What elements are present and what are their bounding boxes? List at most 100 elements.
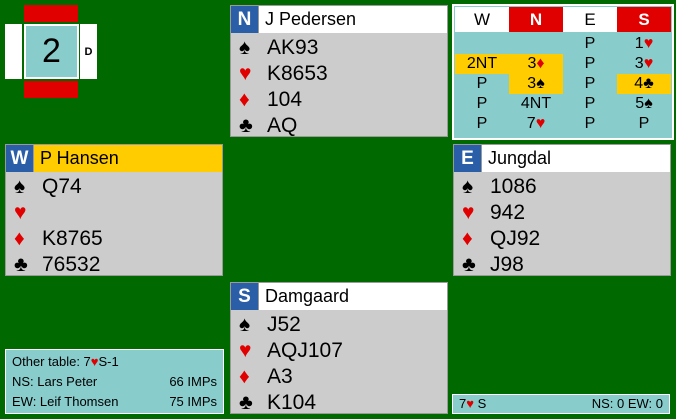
suit-icon: ♥	[535, 115, 546, 132]
score: NS: 0 EW: 0	[591, 396, 663, 411]
bid-cell: P	[476, 75, 488, 92]
heart-icon: ♥	[466, 396, 474, 411]
north-seat-label: N	[231, 6, 259, 33]
bid-cell: 7♥	[526, 115, 546, 132]
bid-cell: 2NT	[455, 54, 509, 74]
spades-icon: ♠	[239, 36, 251, 59]
south-spades-row: ♠ J52	[239, 312, 301, 338]
spades-icon: ♠	[239, 313, 251, 336]
bid-cell: 3♠	[509, 74, 563, 94]
spades-icon: ♠	[14, 175, 26, 198]
south-hearts-row: ♥ AQJ107	[239, 338, 343, 364]
bid-cell: 4NT	[520, 95, 552, 112]
auction-table: W N E S P 1♥ 2NT 3♦ P 3♥ P 3♠ P 4♣ P 4NT P 5♠ P 7♥ P P	[452, 4, 674, 140]
bid-cell: P	[584, 35, 596, 52]
auction-header-e: E	[563, 7, 617, 32]
east-spades-row: ♠ 1086	[462, 174, 537, 200]
north-spades-cards: AK93	[267, 36, 319, 59]
north-diamonds-cards: 104	[267, 88, 303, 111]
east-clubs-row: ♣ J98	[462, 252, 524, 278]
south-clubs-cards: K104	[267, 391, 317, 414]
south-header: S Damgaard	[231, 283, 447, 310]
north-hearts-row: ♥ K8653	[239, 61, 328, 87]
suit-icon: ♥	[643, 35, 654, 52]
hearts-icon: ♥	[239, 62, 252, 85]
auction-header-s: S	[617, 7, 671, 32]
clubs-icon: ♣	[239, 391, 253, 414]
spades-icon: ♠	[462, 175, 474, 198]
clubs-icon: ♣	[462, 253, 476, 276]
ew-imps: 75 IMPs	[169, 394, 217, 409]
suit-icon: ♦	[536, 55, 545, 72]
hand-west: W P Hansen ♠ Q74 ♥ ♦ K8765 ♣ 76532	[5, 144, 223, 276]
west-header: W P Hansen	[6, 145, 222, 172]
west-clubs-cards: 76532	[42, 253, 101, 276]
south-seat-label: S	[231, 283, 259, 310]
north-player-name: J Pedersen	[265, 9, 357, 29]
east-seat-label: E	[454, 145, 482, 172]
bid-cell: P	[476, 95, 488, 112]
result-bar: 7♥ S NS: 0 EW: 0	[452, 394, 670, 414]
ns-pair: NS: Lars Peter	[12, 374, 98, 389]
bid-cell: 3♦	[509, 54, 563, 74]
declarer: S	[477, 396, 487, 411]
bid-cell: 3♥	[634, 55, 654, 72]
bid-cell: P	[584, 55, 596, 72]
north-clubs-cards: AQ	[267, 114, 298, 137]
south-diamonds-cards: A3	[267, 365, 293, 388]
south-diamonds-row: ♦ A3	[239, 364, 293, 390]
diamonds-icon: ♦	[239, 88, 250, 111]
hearts-icon: ♥	[462, 201, 475, 224]
other-table-panel: Other table: 7♥S-1 NS: Lars Peter 66 IMPs…	[5, 349, 224, 414]
west-seat-label: W	[6, 145, 34, 172]
north-hearts-cards: K8653	[267, 62, 328, 85]
south-clubs-row: ♣ K104	[239, 390, 316, 416]
east-diamonds-cards: QJ92	[490, 227, 541, 250]
contract-level: 7	[459, 396, 467, 411]
west-clubs-row: ♣ 76532	[14, 252, 100, 278]
west-hearts-row: ♥	[14, 200, 42, 226]
north-spades-row: ♠ AK93	[239, 35, 318, 61]
vul-south-bar	[24, 81, 78, 98]
other-table-contract: Other table: 7	[12, 354, 91, 369]
vul-east-bar: D	[80, 24, 97, 79]
diamonds-icon: ♦	[462, 227, 473, 250]
hand-south: S Damgaard ♠ J52 ♥ AQJ107 ♦ A3 ♣ K104	[230, 282, 448, 414]
west-player-name: P Hansen	[40, 148, 119, 168]
bid-cell: 1♥	[634, 35, 654, 52]
clubs-icon: ♣	[239, 114, 253, 137]
suit-icon: ♠	[644, 95, 653, 112]
suit-icon: ♥	[643, 55, 654, 72]
north-diamonds-row: ♦ 104	[239, 87, 302, 113]
hand-east: E Jungdal ♠ 1086 ♥ 942 ♦ QJ92 ♣ J98	[453, 144, 671, 276]
bid-cell	[455, 34, 509, 54]
suit-icon: ♠	[536, 75, 545, 92]
east-hearts-cards: 942	[490, 201, 526, 224]
clubs-icon: ♣	[14, 253, 28, 276]
east-clubs-cards: J98	[490, 253, 524, 276]
east-player-name: Jungdal	[488, 148, 552, 168]
heart-icon: ♥	[90, 354, 99, 369]
west-diamonds-row: ♦ K8765	[14, 226, 103, 252]
east-hearts-row: ♥ 942	[462, 200, 525, 226]
suit-icon: ♣	[643, 75, 654, 92]
east-diamonds-row: ♦ QJ92	[462, 226, 540, 252]
auction-header-w: W	[455, 7, 509, 32]
east-header: E Jungdal	[454, 145, 670, 172]
diamonds-icon: ♦	[14, 227, 25, 250]
hearts-icon: ♥	[239, 339, 252, 362]
bid-cell: 5♠	[635, 95, 653, 112]
bid-cell: P	[476, 115, 488, 132]
bid-cell: P	[584, 115, 596, 132]
diamonds-icon: ♦	[239, 365, 250, 388]
west-spades-row: ♠ Q74	[14, 174, 82, 200]
west-spades-cards: Q74	[42, 175, 82, 198]
hand-north: N J Pedersen ♠ AK93 ♥ K8653 ♦ 104 ♣ AQ	[230, 5, 448, 137]
bid-cell: P	[638, 115, 650, 132]
board-number: 2	[24, 24, 79, 79]
south-hearts-cards: AQJ107	[267, 339, 343, 362]
hearts-icon: ♥	[14, 201, 27, 224]
south-spades-cards: J52	[267, 313, 301, 336]
bid-cell: P	[584, 95, 596, 112]
north-clubs-row: ♣ AQ	[239, 113, 297, 139]
